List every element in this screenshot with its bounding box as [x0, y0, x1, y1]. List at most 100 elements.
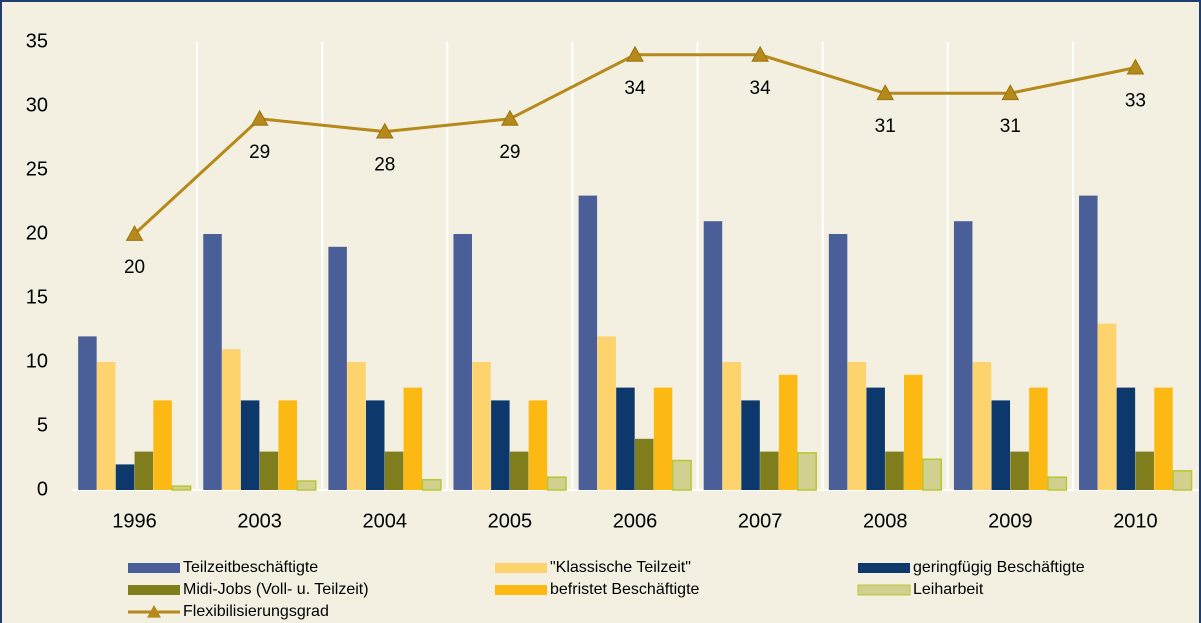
bar: [296, 480, 317, 491]
bar: [722, 362, 742, 490]
bar: [1029, 387, 1048, 490]
bar: [1135, 451, 1154, 490]
bar: [760, 451, 779, 490]
bar: [365, 400, 385, 490]
bar: [741, 400, 760, 490]
bar: [1079, 195, 1098, 490]
bar: [635, 438, 654, 490]
bar: [328, 246, 347, 490]
legend-swatch: [128, 585, 180, 595]
bar: [578, 195, 598, 490]
y-tick-label: 15: [26, 286, 48, 308]
bar: [953, 221, 973, 490]
bar: [384, 451, 404, 490]
bar: [153, 400, 172, 490]
data-label: 31: [875, 116, 896, 137]
bar: [96, 362, 116, 490]
legend-label: "Klassische Teilzeit": [550, 559, 691, 576]
bar: [347, 362, 366, 490]
bar: [904, 374, 923, 490]
y-tick-label: 20: [26, 222, 48, 244]
line-marker: [125, 224, 144, 241]
x-tick-label: 2004: [363, 510, 408, 532]
bar: [171, 485, 192, 491]
bar: [203, 234, 222, 490]
bar: [1116, 387, 1136, 490]
y-tick-label: 30: [26, 94, 48, 116]
bar: [546, 476, 567, 491]
y-tick-label: 35: [26, 30, 48, 52]
bar: [259, 451, 279, 490]
legend-label: Midi-Jobs (Voll- u. Teilzeit): [183, 581, 369, 598]
x-tick-label: 2010: [1113, 510, 1158, 532]
legend-swatch: [128, 563, 180, 573]
bar: [115, 464, 135, 490]
data-label: 28: [374, 155, 395, 176]
bar: [796, 452, 817, 491]
bar: [1172, 470, 1193, 491]
line-marker: [501, 109, 519, 126]
y-tick-label: 5: [37, 414, 48, 436]
bar: [222, 349, 241, 490]
line-marker: [250, 109, 269, 126]
bar: [922, 458, 943, 491]
legend-label: befristet Beschäftigte: [550, 581, 700, 598]
y-tick-label: 25: [26, 158, 48, 180]
bar: [403, 387, 423, 490]
x-tick-label: 1996: [112, 510, 157, 532]
bar: [885, 451, 904, 490]
bar: [421, 479, 442, 491]
bar: [78, 336, 97, 490]
bar: [991, 400, 1011, 490]
line-marker: [876, 84, 895, 101]
bar: [240, 400, 260, 490]
bar: [671, 459, 692, 491]
data-label: 29: [249, 142, 270, 163]
bar: [278, 400, 297, 490]
x-tick-label: 2009: [988, 510, 1033, 532]
x-tick-label: 2007: [738, 510, 783, 532]
x-tick-label: 2008: [863, 510, 908, 532]
bar: [653, 387, 673, 490]
x-tick-label: 2003: [237, 510, 282, 532]
line-marker: [375, 122, 394, 139]
y-tick-label: 10: [26, 350, 48, 372]
bar: [134, 451, 154, 490]
x-tick-label: 2005: [488, 510, 533, 532]
bar: [1047, 476, 1068, 491]
bar: [866, 387, 885, 490]
legend-swatch: [495, 563, 547, 573]
line-marker: [626, 45, 644, 62]
legend-swatch: [147, 605, 161, 618]
legend-swatch: [858, 563, 910, 573]
bar: [1010, 451, 1029, 490]
data-label: 31: [1000, 116, 1021, 137]
bar: [778, 374, 798, 490]
bar: [703, 221, 723, 490]
bar: [472, 362, 491, 490]
bar: [616, 387, 635, 490]
data-label: 29: [499, 142, 520, 163]
bar: [491, 400, 510, 490]
bar: [847, 362, 867, 490]
bar: [828, 234, 848, 490]
y-tick-label: 0: [37, 478, 48, 500]
data-label: 33: [1125, 91, 1146, 112]
bar: [509, 451, 529, 490]
data-label: 34: [750, 78, 772, 99]
bar: [597, 336, 616, 490]
legend-label: Flexibilisierungsgrad: [183, 603, 329, 620]
bar: [1154, 387, 1173, 490]
line-marker: [751, 45, 769, 62]
legend-label: Leiharbeit: [913, 581, 984, 598]
line-marker: [1001, 84, 1020, 101]
x-tick-label: 2006: [613, 510, 658, 532]
data-label: 20: [124, 257, 145, 278]
bar: [453, 234, 472, 490]
legend-swatch: [857, 584, 911, 596]
bar: [1097, 323, 1117, 490]
bar: [972, 362, 992, 490]
bar: [528, 400, 548, 490]
